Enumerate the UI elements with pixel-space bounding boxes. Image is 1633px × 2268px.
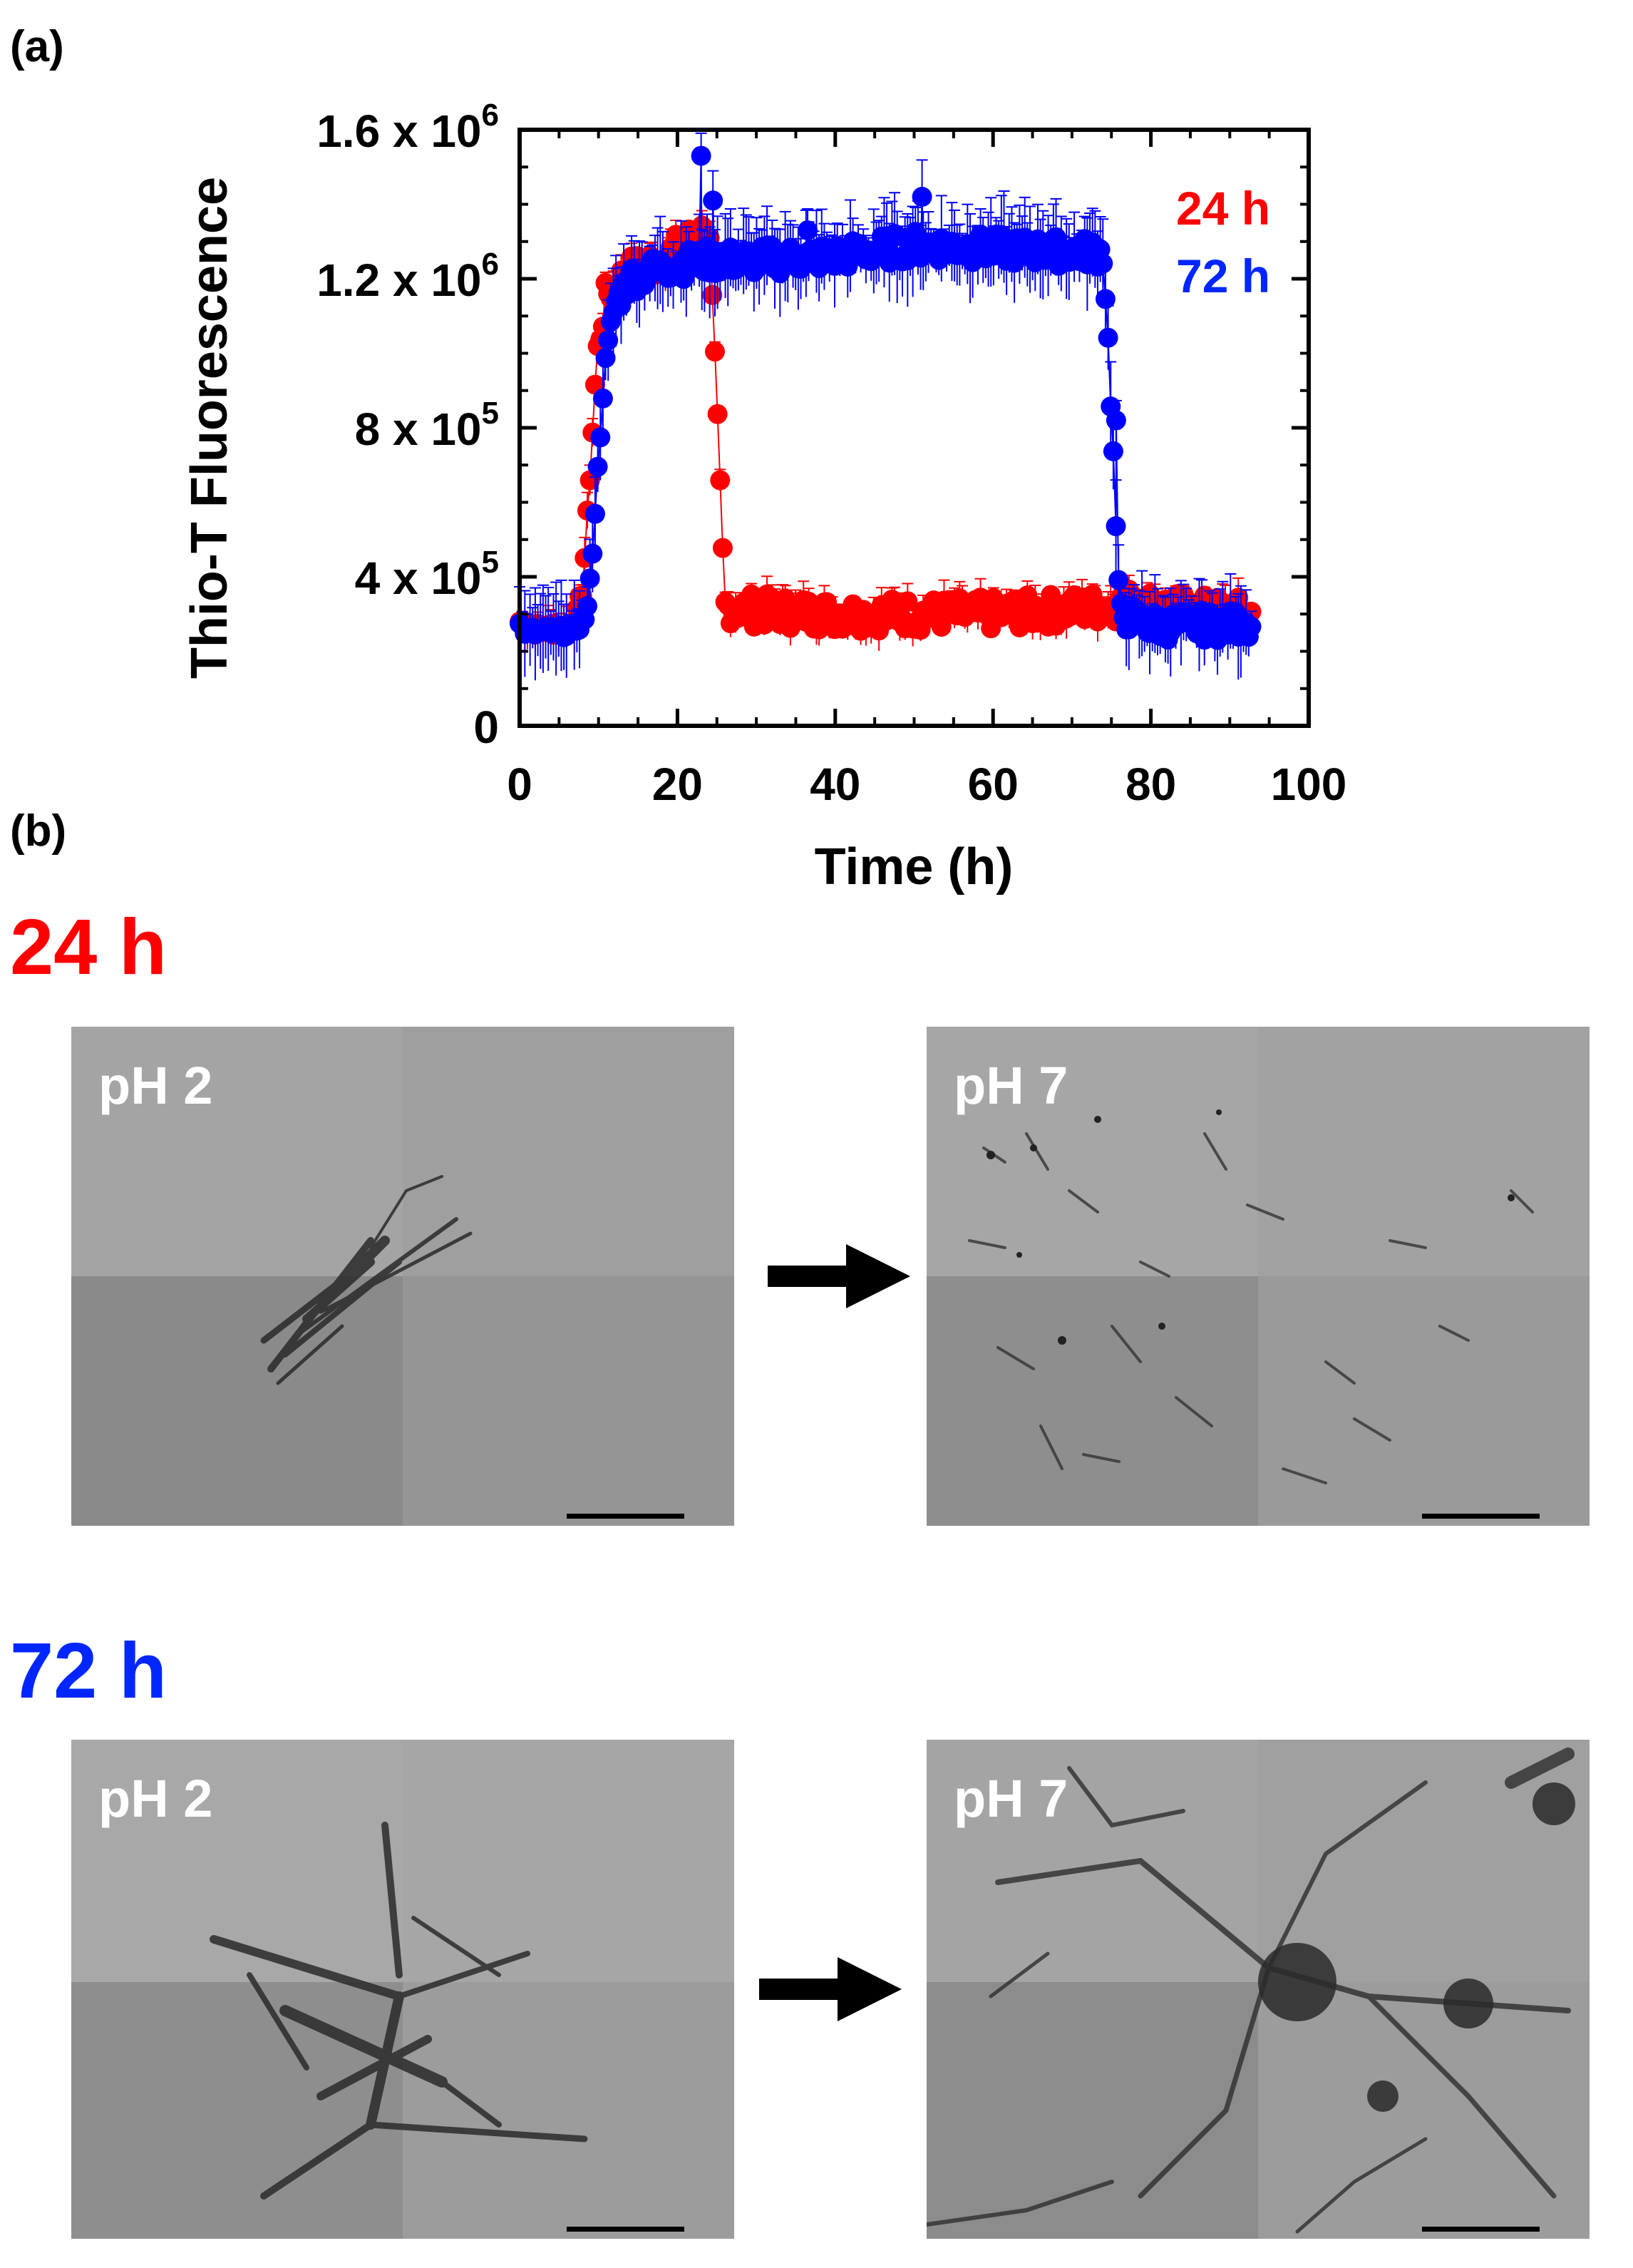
data-point [1093,253,1113,274]
x-tick-label: 100 [1271,759,1347,810]
data-point [704,342,725,362]
data-point [598,330,619,351]
legend-72h: 72 h [1176,250,1270,302]
legend-24h: 24 h [1176,182,1270,235]
y-tick-base: 1.6 x 10 [316,106,481,157]
data-point [590,427,611,448]
x-tick-label: 40 [810,759,860,810]
arrow-right-icon [768,1244,910,1308]
series-1 [510,132,1262,681]
y-axis-label: Thio-T Fluorescence [181,177,238,679]
data-point [1106,516,1126,537]
y-tick-label: 1.6 x 106 [316,98,499,157]
data-point [710,470,731,491]
tem-label: pH 2 [98,1056,213,1115]
tem-label: pH 2 [98,1769,213,1828]
data-point [1241,616,1262,637]
fibril-aggregate [210,1822,588,2200]
data-point [712,538,733,558]
panel-a-label: (a) [10,22,64,71]
section-title-72h: 72 h [10,1627,168,1715]
x-tick-label: 60 [968,759,1019,810]
data-point [707,404,728,424]
y-tick-label: 8 x 105 [355,396,499,455]
y-tick-base: 0 [473,702,499,753]
x-axis-label: Time (h) [815,838,1014,896]
y-tick-exponent: 5 [482,545,499,580]
tem-72h-ph7: pH 7 [927,1740,1590,2239]
data-point [1103,441,1123,461]
tem-24h-ph7: pH 7 [927,1027,1590,1526]
data-point [592,388,613,409]
panel-b-label: (b) [10,806,67,856]
data-point [1098,327,1118,348]
arrow-right-icon [759,1957,902,2021]
data-point [1095,289,1116,309]
y-tick-label: 0 [473,702,499,753]
x-tick-label: 20 [652,759,703,810]
data-point [798,220,818,241]
data-point [1106,410,1126,431]
tem-label: pH 7 [954,1769,1068,1828]
y-tick-base: 1.2 x 10 [316,255,481,306]
tem-24h-ph2: pH 2 [71,1027,734,1526]
scale-bar [1422,2227,1540,2232]
data-point [1108,570,1129,590]
y-tick-exponent: 5 [482,396,499,431]
tem-72h-ph2: pH 2 [71,1740,734,2239]
scale-bar [567,1514,684,1519]
y-tick-exponent: 6 [482,98,499,133]
tem-label: pH 7 [954,1056,1068,1115]
x-tick-label: 0 [507,759,532,810]
section-title-24h: 24 h [10,903,168,991]
y-tick-label: 4 x 105 [355,545,499,604]
data-point [691,145,711,166]
data-point [579,568,600,589]
data-point [587,456,608,477]
data-point [703,190,723,211]
x-tick-label: 80 [1125,759,1176,810]
data-point [595,348,616,369]
data-point [577,596,597,617]
data-point [584,503,605,524]
fibril-network [927,1748,1575,2234]
data-point [912,187,932,207]
fibril-cluster [260,1175,473,1385]
data-point [702,284,723,305]
y-tick-base: 8 x 10 [355,404,482,455]
scale-bar [1422,1514,1540,1519]
y-tick-exponent: 6 [482,247,499,282]
short-fibrils [968,1109,1534,1484]
scale-bar [567,2227,684,2232]
y-tick-label: 1.2 x 106 [316,247,499,306]
data-point [582,543,603,564]
y-tick-base: 4 x 10 [355,553,482,604]
